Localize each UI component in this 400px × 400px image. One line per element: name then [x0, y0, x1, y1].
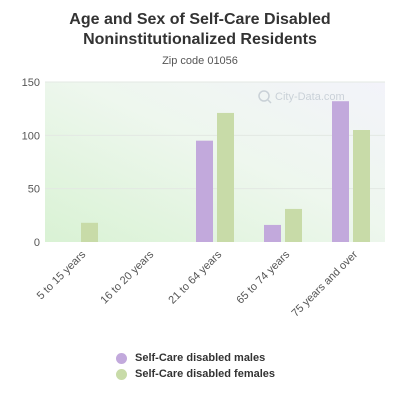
legend-label-females: Self-Care disabled females [135, 368, 276, 380]
bar [285, 208, 302, 242]
chart-title-text: Age and Sex of Self-Care Disabled Nonins… [69, 11, 331, 48]
gridlines [45, 81, 385, 190]
y-tick-label: 100 [22, 130, 40, 142]
legend: Self-Care disabled males Self-Care disab… [116, 350, 275, 382]
x-tick-label: 75 years and over [289, 248, 360, 319]
y-tick-label: 50 [28, 184, 40, 196]
bar [264, 224, 281, 242]
bar [217, 112, 234, 242]
x-tick-label: 5 to 15 years [35, 248, 89, 302]
watermark: City-Data.com [258, 90, 345, 104]
bar [81, 222, 98, 242]
bar [332, 101, 349, 242]
x-tick-label: 65 to 74 years [234, 248, 292, 306]
plot-background [45, 82, 385, 242]
legend-label-males: Self-Care disabled males [135, 352, 266, 364]
watermark-magnifier-icon [258, 90, 270, 102]
legend-item-females: Self-Care disabled females [116, 366, 275, 382]
legend-swatch-males [116, 352, 127, 364]
watermark-handle [267, 99, 272, 104]
y-tick-label: 150 [22, 77, 40, 89]
bar [196, 140, 213, 242]
x-tick-label: 21 to 64 years [166, 248, 224, 306]
bar [353, 130, 370, 242]
bars [81, 101, 370, 242]
watermark-text: City-Data.com [275, 91, 345, 103]
chart-subtitle: Zip code 01056 [162, 55, 238, 67]
y-tick-label: 0 [34, 237, 40, 249]
legend-swatch-females [116, 368, 127, 380]
x-axis-ticks: 5 to 15 years 16 to 20 years 21 to 64 year… [35, 248, 361, 319]
x-tick-label: 16 to 20 years [98, 248, 156, 306]
chart-title: Age and Sex of Self-Care Disabled Nonins… [0, 10, 400, 50]
y-axis-ticks: 0 50 100 150 [22, 77, 40, 249]
legend-item-males: Self-Care disabled males [116, 350, 275, 366]
